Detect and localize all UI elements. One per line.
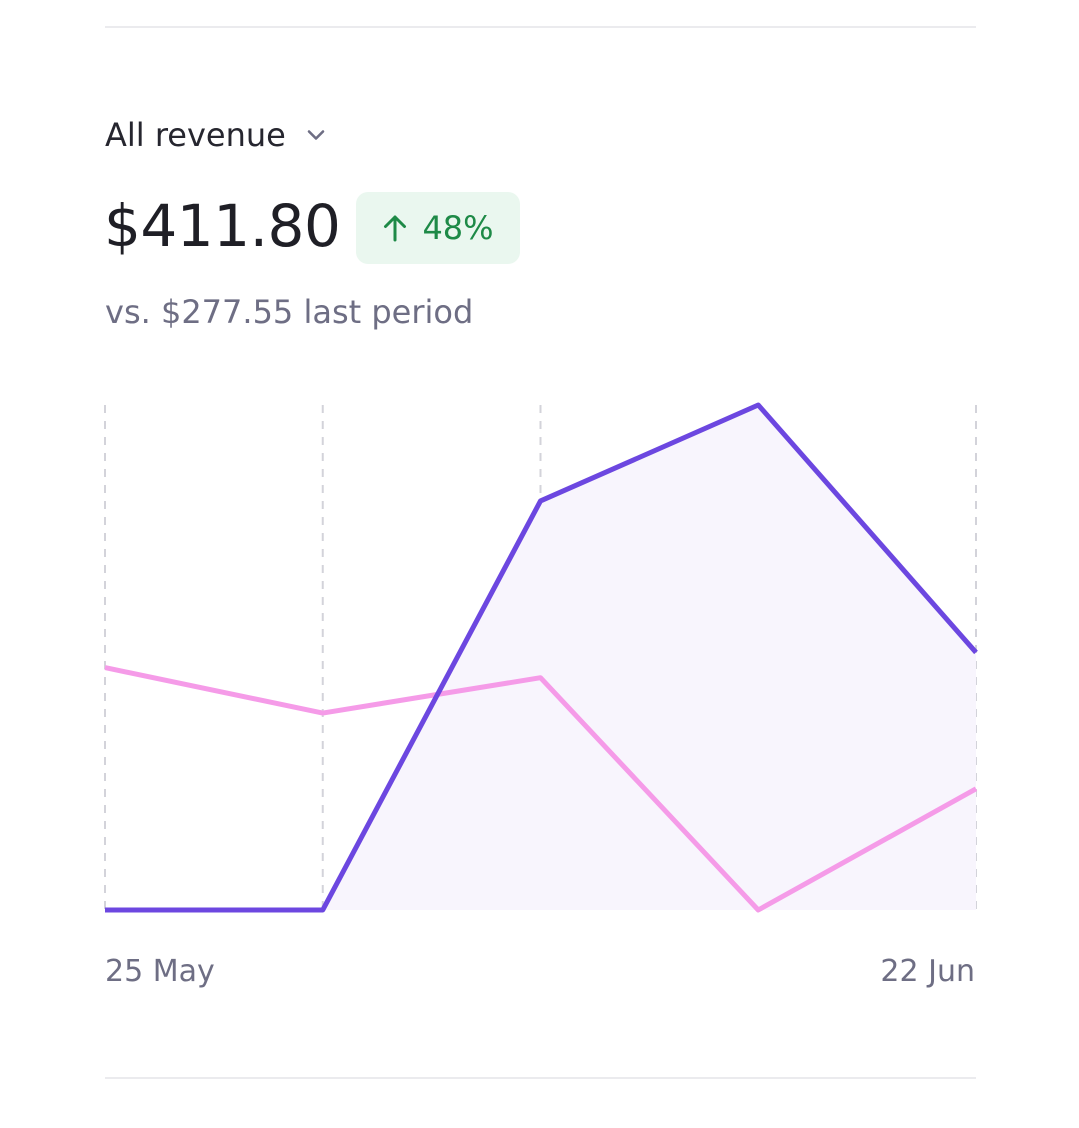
change-badge: 48% [356, 192, 520, 264]
top-divider [105, 26, 976, 28]
x-axis-end-label: 22 Jun [880, 954, 975, 989]
revenue-amount: $411.80 [104, 192, 341, 260]
current-period-area [105, 405, 976, 910]
chevron-down-icon [304, 123, 328, 147]
previous-period-line [104, 665, 978, 913]
current-period-line [105, 402, 978, 913]
x-axis-start-label: 25 May [105, 954, 215, 989]
comparison-text: vs. $277.55 last period [105, 293, 474, 331]
change-percent: 48% [422, 209, 494, 247]
arrow-up-icon [382, 213, 408, 243]
bottom-divider [105, 1077, 976, 1079]
revenue-type-selector[interactable]: All revenue [105, 112, 328, 158]
revenue-type-label: All revenue [105, 116, 286, 154]
